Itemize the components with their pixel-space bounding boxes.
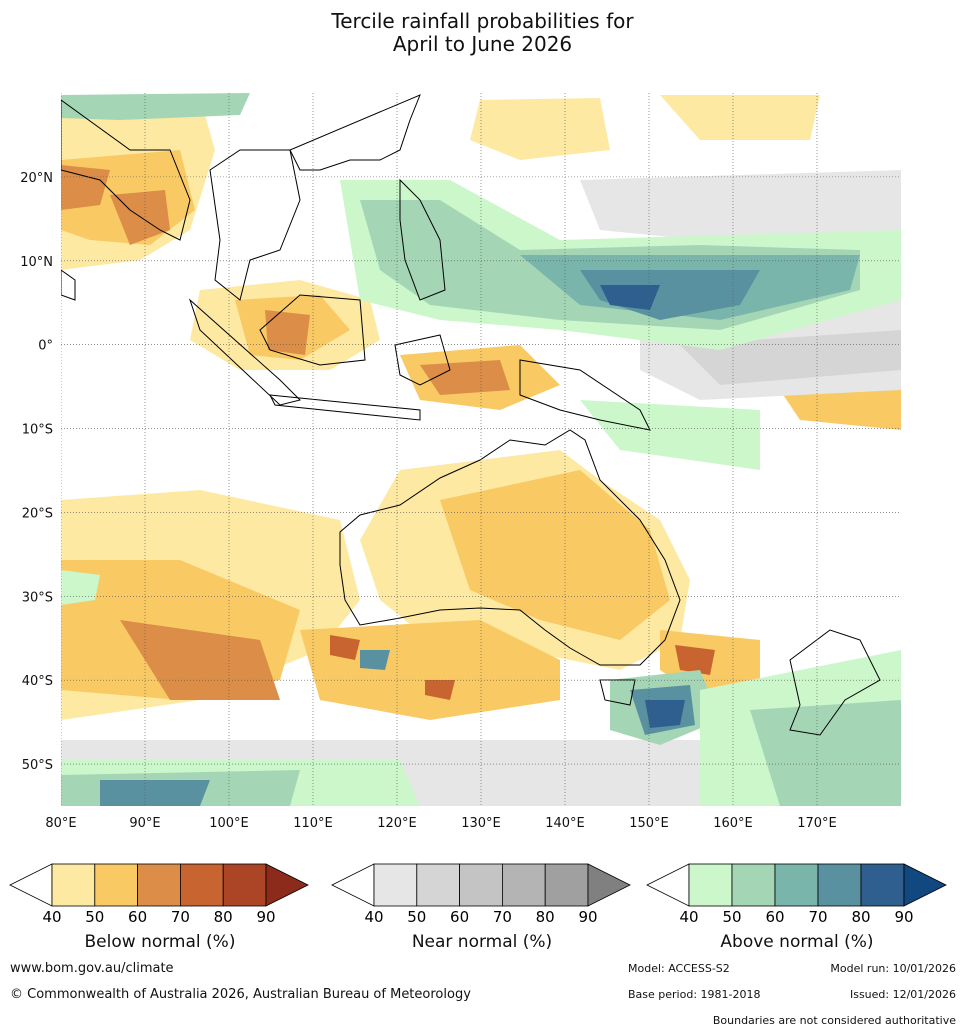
colorbar-tick-label: 90 xyxy=(894,908,913,926)
colorbar-bin xyxy=(501,863,546,907)
lon-tick-label: 130°E xyxy=(461,816,501,831)
lon-tick-label: 160°E xyxy=(713,816,753,831)
lon-tick-label: 140°E xyxy=(545,816,585,831)
colorbar-bin xyxy=(860,863,905,907)
below-normal-label: Below normal (%) xyxy=(84,932,236,952)
colorbar-bin xyxy=(137,863,181,907)
lat-tick-label: 40°S xyxy=(22,674,53,689)
colorbar-bin xyxy=(774,863,819,907)
colorbar-tick-label: 60 xyxy=(128,908,147,926)
colorbar-bin xyxy=(51,863,96,907)
title-line-2: April to June 2026 xyxy=(392,32,573,56)
colorbar-bin xyxy=(544,863,589,907)
coastlines xyxy=(61,94,881,736)
lon-tick-label: 90°E xyxy=(129,816,160,831)
footer-url: www.bom.gov.au/climate xyxy=(10,961,174,976)
lat-tick-label: 0° xyxy=(38,339,53,354)
colorbar-bin xyxy=(459,863,503,907)
colorbar-high-extend xyxy=(265,863,309,907)
lon-tick-label: 120°E xyxy=(377,816,417,831)
gridlines xyxy=(61,93,901,806)
colorbar-tick-label: 50 xyxy=(85,908,104,926)
lon-tick-label: 170°E xyxy=(797,816,837,831)
colorbar-bin xyxy=(416,863,460,907)
colorbar-tick-label: 80 xyxy=(214,908,233,926)
colorbar-low-extend xyxy=(9,863,53,907)
colorbar-high-extend xyxy=(903,863,947,907)
lon-tick-label: 100°E xyxy=(209,816,249,831)
footer-model: Model: ACCESS-S2 xyxy=(628,962,730,975)
colorbar-bin xyxy=(373,863,418,907)
footer-issued: Issued: 12/01/2026 xyxy=(849,988,956,1001)
colorbar-bin xyxy=(179,863,224,907)
colorbar: 40 50 60 70 80 90 xyxy=(646,863,947,926)
colorbar-tick-label: 40 xyxy=(364,908,383,926)
lat-tick-label: 50°S xyxy=(22,758,53,773)
axis-labels: 80°E 90°E 100°E 110°E 120°E 130°E 140°E 150°E 16… xyxy=(20,171,837,831)
colorbar-bin xyxy=(731,863,776,907)
lon-tick-label: 80°E xyxy=(45,816,76,831)
colorbar-tick-label: 60 xyxy=(765,908,784,926)
colorbar-bin xyxy=(817,863,862,907)
colorbar-tick-label: 70 xyxy=(171,908,190,926)
colorbar-tick-label: 50 xyxy=(407,908,426,926)
colorbar-tick-label: 70 xyxy=(493,908,512,926)
colorbar-tick-label: 80 xyxy=(851,908,870,926)
colorbar-tick-label: 90 xyxy=(256,908,275,926)
colorbar-bin xyxy=(94,863,139,907)
footer-base-period: Base period: 1981-2018 xyxy=(628,988,761,1001)
colorbar-tick-label: 50 xyxy=(722,908,741,926)
lat-tick-label: 20°S xyxy=(22,506,53,521)
colorbar-tick-label: 40 xyxy=(42,908,61,926)
colorbar-bin xyxy=(222,863,267,907)
lon-tick-label: 150°E xyxy=(629,816,669,831)
colorbar-low-extend xyxy=(331,863,375,907)
lon-tick-label: 110°E xyxy=(293,816,333,831)
lat-tick-label: 30°S xyxy=(22,590,53,605)
near-normal-label: Near normal (%) xyxy=(411,932,553,952)
footer-copyright: © Commonwealth of Australia 2026, Austra… xyxy=(10,987,471,1002)
lat-tick-label: 10°N xyxy=(20,255,53,270)
colorbar-tick-label: 90 xyxy=(578,908,597,926)
probability-field xyxy=(61,93,901,806)
colorbar: 40 50 60 70 80 90 xyxy=(331,863,631,926)
colorbar: 40 50 60 70 80 90 xyxy=(9,863,309,926)
colorbar-tick-label: 60 xyxy=(450,908,469,926)
footer-model-run: Model run: 10/01/2026 xyxy=(830,962,956,975)
colorbar-high-extend xyxy=(587,863,631,907)
colorbar-tick-label: 70 xyxy=(808,908,827,926)
colorbar-tick-label: 80 xyxy=(536,908,555,926)
colorbar-bin xyxy=(688,863,733,907)
footer-disclaimer: Boundaries are not considered authoritat… xyxy=(712,1014,956,1027)
colorbars: 40 50 60 70 80 90 40 50 60 70 80 90 40 50 60 70 80 90 xyxy=(9,863,947,926)
above-normal-label: Above normal (%) xyxy=(720,932,874,952)
lat-tick-label: 20°N xyxy=(20,171,53,186)
title-line-1: Tercile rainfall probabilities for xyxy=(331,9,634,33)
map-title: Tercile rainfall probabilities for April… xyxy=(0,10,965,56)
colorbar-tick-label: 40 xyxy=(679,908,698,926)
colorbar-low-extend xyxy=(646,863,690,907)
lat-tick-label: 10°S xyxy=(22,423,53,438)
